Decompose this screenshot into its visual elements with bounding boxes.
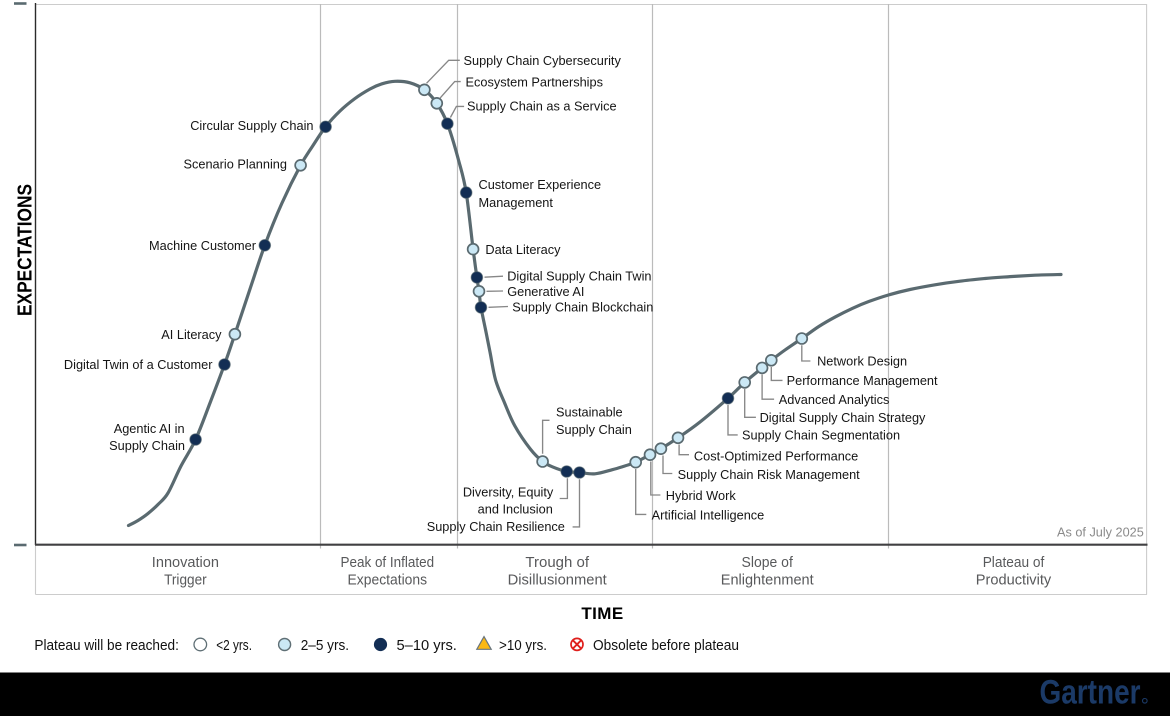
svg-text:Expectations: Expectations [348,571,428,588]
svg-text:Performance Management: Performance Management [787,373,938,388]
svg-text:Digital Supply Chain Strategy: Digital Supply Chain Strategy [760,410,926,425]
svg-text:Network Design: Network Design [817,354,907,369]
svg-text:Supply Chain as a Service: Supply Chain as a Service [467,99,617,114]
svg-text:Gartner: Gartner [1040,674,1141,712]
svg-text:Productivity: Productivity [976,571,1052,588]
svg-text:TIME: TIME [581,604,623,623]
svg-text:Data Literacy: Data Literacy [485,242,561,257]
svg-text:Supply Chain: Supply Chain [556,422,632,437]
svg-text:Management: Management [479,195,554,210]
svg-text:Digital Twin of a Customer: Digital Twin of a Customer [64,357,213,372]
svg-text:Supply Chain: Supply Chain [109,438,185,453]
svg-text:Customer Experience: Customer Experience [479,177,602,192]
svg-text:Cost-Optimized Performance: Cost-Optimized Performance [694,448,858,463]
svg-text:Sustainable: Sustainable [556,405,623,420]
svg-text:Generative AI: Generative AI [507,284,584,299]
svg-text:Innovation: Innovation [152,554,219,571]
svg-text:Plateau of: Plateau of [983,554,1045,571]
svg-text:>10 yrs.: >10 yrs. [499,638,547,654]
svg-text:Diversity, Equity: Diversity, Equity [463,484,554,499]
svg-text:Plateau will be reached:: Plateau will be reached: [34,638,179,654]
svg-text:Disillusionment: Disillusionment [508,571,608,588]
svg-text:Slope of: Slope of [742,554,794,571]
svg-text:5–10 yrs.: 5–10 yrs. [397,638,457,654]
svg-text:Hybrid Work: Hybrid Work [666,488,737,503]
svg-text:Peak of Inflated: Peak of Inflated [341,554,435,571]
svg-text:Advanced Analytics: Advanced Analytics [779,392,890,407]
svg-text:Enlightenment: Enlightenment [721,571,815,588]
svg-text:<2 yrs.: <2 yrs. [216,638,252,654]
svg-text:Supply Chain Segmentation: Supply Chain Segmentation [742,428,900,443]
svg-text:Supply Chain Blockchain: Supply Chain Blockchain [512,300,653,315]
svg-text:As of July 2025: As of July 2025 [1057,526,1144,540]
svg-text:Obsolete before plateau: Obsolete before plateau [593,638,739,654]
svg-text:Supply Chain Resilience: Supply Chain Resilience [427,519,565,534]
svg-text:Trigger: Trigger [164,571,207,588]
svg-text:Ecosystem Partnerships: Ecosystem Partnerships [466,75,603,90]
svg-text:2–5 yrs.: 2–5 yrs. [301,638,349,654]
svg-text:Scenario Planning: Scenario Planning [184,157,288,172]
svg-text:Trough of: Trough of [525,554,589,571]
svg-text:Circular Supply Chain: Circular Supply Chain [190,118,313,133]
svg-text:Agentic AI in: Agentic AI in [114,421,185,436]
svg-text:Supply Chain Risk Management: Supply Chain Risk Management [678,467,861,482]
svg-text:Artificial Intelligence: Artificial Intelligence [652,508,765,523]
svg-text:EXPECTATIONS: EXPECTATIONS [14,184,36,316]
svg-text:AI Literacy: AI Literacy [161,327,222,342]
svg-text:Supply Chain Cybersecurity: Supply Chain Cybersecurity [464,53,622,68]
svg-text:and Inclusion: and Inclusion [478,501,553,516]
svg-text:Digital Supply Chain Twin: Digital Supply Chain Twin [507,269,651,284]
svg-text:Machine Customer: Machine Customer [149,238,257,253]
